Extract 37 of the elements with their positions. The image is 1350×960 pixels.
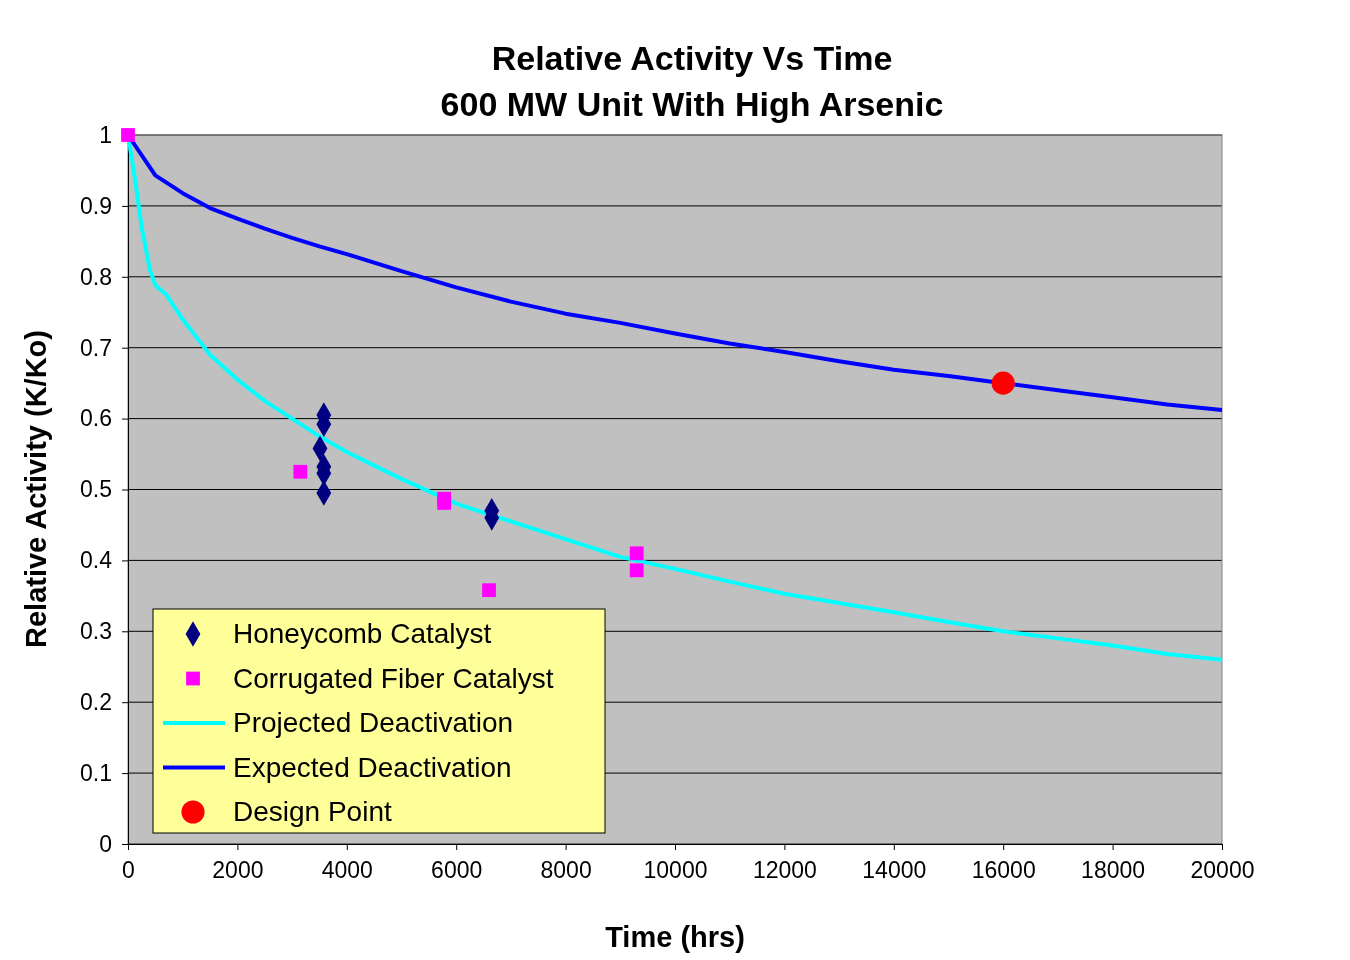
y-tick-label: 0.7 (80, 334, 112, 361)
x-tick-label: 0 (122, 857, 135, 884)
point (437, 496, 452, 510)
point (629, 546, 644, 561)
x-axis-title: Time (hrs) (605, 921, 745, 953)
x-tick-label: 20000 (1190, 857, 1255, 884)
y-tick-label: 1 (99, 121, 112, 148)
y-tick-label: 0.6 (80, 405, 112, 432)
point (482, 583, 496, 598)
x-tick-label: 18000 (1081, 857, 1146, 884)
x-tick-label: 6000 (431, 857, 483, 884)
x-tick-label: 4000 (321, 857, 373, 884)
y-tick-label: 0.2 (80, 689, 112, 716)
y-tick-label: 0.3 (80, 618, 112, 645)
point (629, 563, 644, 578)
legend-label: Projected Deactivation (233, 707, 514, 738)
x-tick-label: 14000 (862, 857, 927, 884)
x-tick-label: 12000 (752, 857, 817, 884)
legend-label: Design Point (233, 796, 392, 827)
legend-label: Expected Deactivation (233, 751, 512, 783)
y-tick-label: 0 (99, 830, 112, 857)
y-tick-label: 0.8 (80, 263, 112, 290)
y-tick-label: 0.4 (80, 547, 113, 574)
x-tick-label: 2000 (212, 857, 264, 884)
x-tick-label: 8000 (540, 857, 592, 884)
point (991, 371, 1015, 395)
y-tick-label: 0.5 (80, 476, 112, 503)
chart-title: Relative Activity Vs Time 600 MW Unit With High Arsenic (440, 39, 944, 123)
y-tick-label: 0.9 (80, 192, 112, 219)
y-axis-title: Relative Activity (K/Ko) (20, 330, 52, 648)
x-tick-label: 16000 (971, 857, 1036, 884)
legend-label: Corrugated Fiber Catalyst (233, 662, 554, 694)
point (293, 464, 308, 479)
point (121, 128, 135, 142)
y-tick-label: 0.1 (80, 759, 112, 786)
legend-label: Honeycomb Catalyst (233, 618, 492, 649)
x-tick-label: 10000 (643, 857, 708, 884)
